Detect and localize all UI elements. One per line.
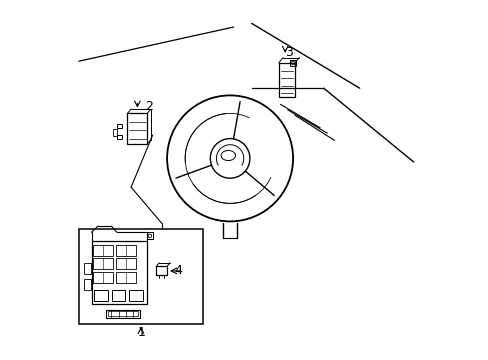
Bar <box>278 63 294 97</box>
Bar <box>116 258 136 269</box>
Bar <box>93 245 113 256</box>
Bar <box>116 245 136 256</box>
Bar <box>111 290 125 301</box>
Text: 3: 3 <box>285 46 293 59</box>
Bar <box>91 241 147 304</box>
Bar <box>93 272 113 283</box>
Bar <box>156 266 167 275</box>
Bar <box>289 60 295 66</box>
Bar <box>83 263 91 274</box>
Text: 2: 2 <box>145 100 153 113</box>
Bar <box>107 311 138 316</box>
Bar <box>129 290 142 301</box>
Bar <box>113 129 117 136</box>
Bar <box>116 272 136 283</box>
Bar <box>117 124 122 128</box>
Bar <box>117 135 122 139</box>
Text: 4: 4 <box>174 264 182 277</box>
Bar <box>83 279 91 290</box>
Text: 1: 1 <box>138 327 145 339</box>
Bar <box>79 229 203 324</box>
Bar <box>94 290 108 301</box>
Bar <box>93 258 113 269</box>
Bar <box>106 310 140 318</box>
Bar <box>127 113 147 144</box>
